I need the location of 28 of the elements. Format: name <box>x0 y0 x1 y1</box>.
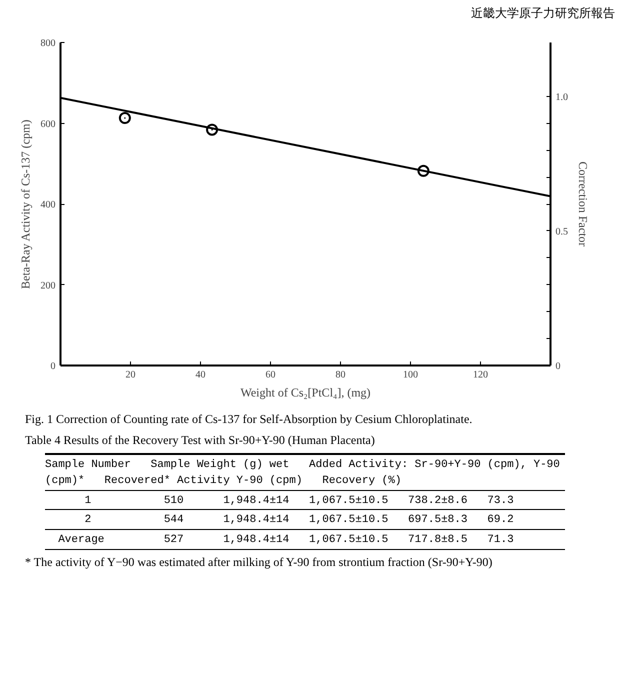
caption: Table 4 Results of the Recovery Test with Sr-90+Y-90 (Human Placenta) <box>25 432 376 450</box>
text: Sample Number Sample Weight (g) wet Added Activity: Sr-90+Y-90 (cpm), Y-90 (cpm)* Recovered* Activity Y-90 (cpm) Recovery (%) <box>45 458 565 491</box>
text: * The activity of Y−90 was estimated after milking of Y-90 from strontium fraction (Sr-90+Y-90) <box>25 554 494 571</box>
y-axis-title: Beta-Ray Activity of Cs-137 (cpm) <box>18 120 32 289</box>
x-axis-title: Weight of Cs₂[PtCl₄], (mg) <box>240 386 371 400</box>
x-tick-label: 20 <box>126 370 136 380</box>
y-tick-label: 200 <box>40 280 56 292</box>
x-tick-label: 100 <box>403 370 418 380</box>
y2-tick-label: 1.0 <box>556 92 568 103</box>
y-tick-label: 400 <box>40 200 56 210</box>
point <box>206 124 218 136</box>
y2-axis-title: Correction Factor <box>576 162 590 246</box>
point <box>417 164 430 177</box>
point <box>118 112 131 124</box>
x-tick-label: 120 <box>473 370 488 380</box>
y-tick-label: 800 <box>40 38 56 49</box>
text: 1 510 1,948.4±14 1,067.5±10.5 738.2±8.6 73.3 <box>45 494 565 510</box>
caption: Fig. 1 Correction of Counting rate of Cs-137 for Self-Absorption by Cesium Chloroplatinate. <box>25 411 474 428</box>
x-tick-label: 60 <box>266 370 276 380</box>
x-tick-label: 80 <box>336 370 346 380</box>
text: Average 527 1,948.4±14 1,067.5±10.5 717.8±8.5 71.3 <box>45 533 565 550</box>
y-tick-label: 0 <box>50 361 56 372</box>
text: 近畿大学原子力研究所報告 <box>470 5 615 22</box>
y-tick-label: 600 <box>40 118 56 130</box>
y2-tick-label: 0.5 <box>556 226 568 238</box>
x-tick-label: 40 <box>196 370 206 380</box>
text: 2 544 1,948.4±14 1,067.5±10.5 697.5±8.3 69.2 <box>45 513 565 530</box>
y2-tick-label: 0 <box>556 361 560 372</box>
